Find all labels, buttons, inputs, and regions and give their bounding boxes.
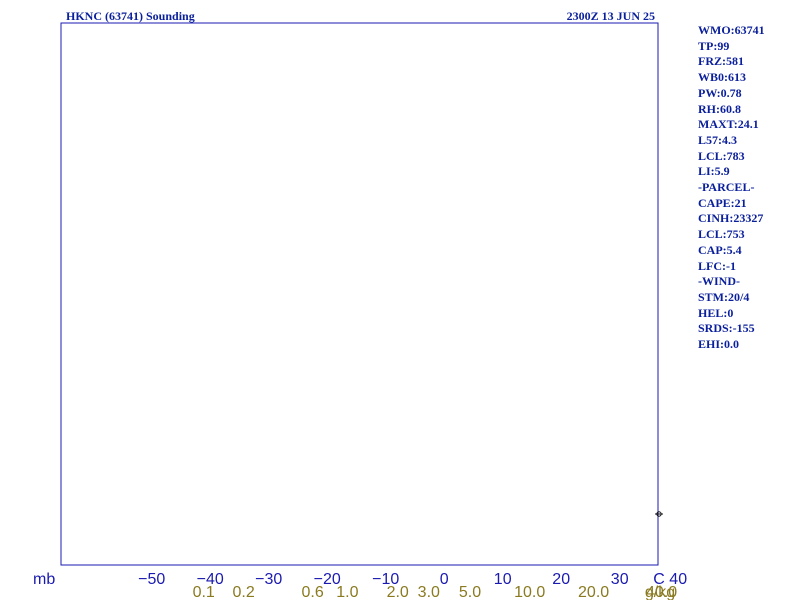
mixing-ratio-label: 0.6 [301,584,323,600]
stat-cape: CAPE:21 [698,195,747,210]
stat-wb0: WB0:613 [698,70,746,85]
temperature-tick-label: −50 [138,571,165,588]
mixing-ratio-label: 0.1 [193,584,215,600]
stat-hel: HEL:0 [698,305,734,320]
stat-lfc: LFC:-1 [698,258,736,273]
stats-panel: WMO:63741 TP:99 FRZ:581 WB0:613 PW:0.78 … [698,23,765,353]
stat-tp: TP:99 [698,38,730,53]
temperature-tick-label: 0 [440,571,449,588]
x-axis-unit: C [653,571,665,588]
mixing-ratio-label: 5.0 [459,584,481,600]
temperature-tick-label: 30 [611,571,629,588]
stat-ehi: EHI:0.0 [698,337,740,352]
stat-l57: L57:4.3 [698,132,737,147]
stat-parcel-header: -PARCEL- [698,180,755,195]
stat-wind-header: -WIND- [698,274,740,289]
mixing-ratio-label: 3.0 [418,584,440,600]
stat-rh: RH:60.8 [698,101,741,116]
stat-pw: PW:0.78 [698,85,742,100]
temperature-tick-label: 10 [494,571,512,588]
stat-cap: CAP:5.4 [698,242,742,257]
mixing-ratio-label: 0.2 [232,584,254,600]
stat-wmo: WMO:63741 [698,23,765,37]
temperature-tick-label: −30 [255,571,282,588]
chart-title: HKNC (63741) Sounding [66,9,195,23]
stat-maxt: MAXT:24.1 [698,117,759,132]
wind-barb-marker [655,511,663,517]
stat-stm: STM:20/4 [698,289,750,304]
temperature-tick-label: 20 [552,571,570,588]
plot-frame [60,22,659,566]
temperature-tick-label: −10 [372,571,399,588]
mixing-ratio-label: 10.0 [514,584,545,600]
mixing-ratio-label: 2.0 [387,584,409,600]
stat-lcl: LCL:783 [698,148,745,163]
y-axis-unit: mb [33,571,55,588]
mixing-ratio-label: 40.0 [646,584,677,600]
mixing-ratio-label: 20.0 [578,584,609,600]
temperature-tick-label: 40 [669,571,687,588]
mixing-ratio-label: 1.0 [336,584,358,600]
stat-frz: FRZ:581 [698,54,744,69]
chart-subtitle: 2300Z 13 JUN 25 [567,9,655,23]
stat-li: LI:5.9 [698,164,730,179]
temperature-tick-label: −20 [314,571,341,588]
stat-srds: SRDS:-155 [698,321,755,336]
mixing-ratio-unit: g/kg [645,584,675,600]
temperature-tick-label: −40 [197,571,224,588]
stat-parcel-lcl: LCL:753 [698,227,745,242]
stat-cinh: CINH:23327 [698,211,764,226]
